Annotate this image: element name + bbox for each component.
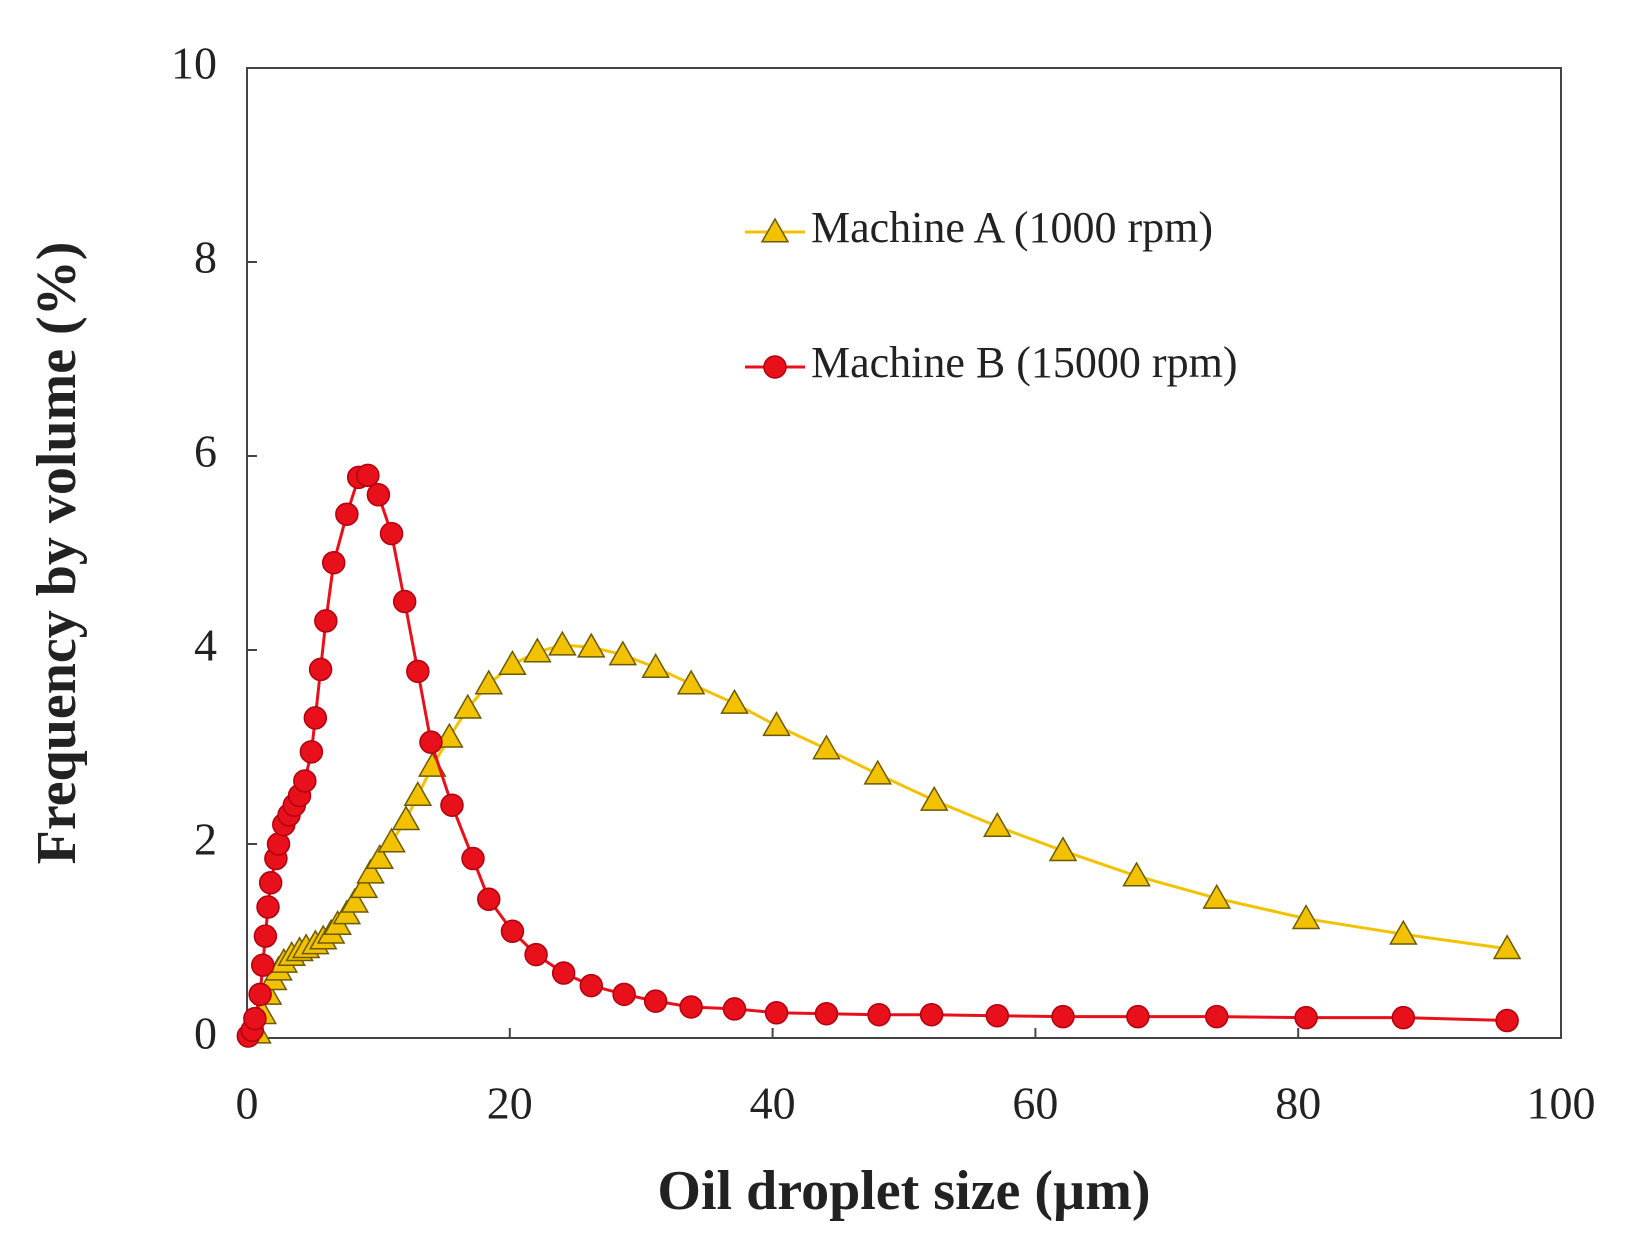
data-point [1294,1005,1318,1030]
data-point [1126,1004,1150,1029]
x-tick-label: 100 [1527,1078,1596,1129]
series [236,463,1519,1048]
data-point [321,550,346,575]
data-point [551,961,576,985]
legend-label: Machine B (15000 rpm) [811,338,1237,387]
data-point [365,844,395,870]
data-point [303,706,328,730]
data-point [720,688,749,714]
data-point [1495,1008,1519,1033]
data-point [453,693,483,719]
series [243,630,1522,1044]
data-point [985,1003,1010,1028]
data-point [379,521,404,546]
data-point [1204,1004,1229,1029]
data-point [1051,1004,1075,1029]
data-point [867,1002,891,1027]
data-point [500,919,525,944]
data-point [523,637,552,663]
data-point [1048,836,1078,862]
data-point [243,1006,267,1031]
x-tick-label: 0 [236,1078,259,1129]
data-point [643,989,668,1013]
y-axis-title: Frequency by volume (%) [26,242,88,865]
x-tick-label: 40 [750,1078,796,1129]
data-point [440,793,464,817]
data-point [349,873,379,899]
x-tick-label: 20 [487,1078,533,1129]
data-point [392,589,417,614]
y-tick-label: 6 [194,426,217,477]
data-point [340,887,370,913]
data-point [435,722,464,748]
y-tick-label: 4 [194,620,217,671]
data-point [722,997,747,1021]
data-point [1492,934,1522,960]
data-point [377,827,406,853]
data-point [579,973,604,998]
series-line [256,643,1508,1034]
y-tick-label: 10 [171,38,217,89]
data-point [299,740,324,764]
data-point [676,669,706,695]
data-point [1122,861,1151,887]
y-tick-label: 0 [194,1008,217,1059]
data-point [461,846,485,871]
data-point [406,659,430,684]
y-tick-label: 2 [194,814,217,865]
data-point [256,895,280,919]
data-point [253,924,278,948]
data-point [1202,883,1232,909]
data-point [356,858,385,884]
data-point [983,812,1012,838]
data-point [814,1002,839,1026]
data-point [498,650,527,676]
x-axis-title: Oil droplet size (µm) [657,1160,1150,1222]
data-point [314,609,338,633]
legend-label: Machine A (1000 rpm) [811,203,1213,252]
data-point [762,711,791,737]
y-tick-label: 8 [194,232,217,283]
data-point [863,759,893,785]
x-tick-label: 60 [1012,1078,1058,1129]
data-point [1391,1005,1416,1030]
data-point [612,982,636,1007]
data-point [548,630,577,656]
data-point [679,995,703,1019]
data-point [366,483,391,507]
data-point [524,942,548,967]
data-point [576,632,606,658]
data-point [335,502,359,526]
data-point [474,669,504,695]
data-point [419,730,443,754]
data-point [391,805,421,831]
data-point [919,785,949,811]
data-point [1291,904,1321,930]
data-point [764,1001,789,1025]
plot-frame [246,67,1562,1039]
data-point [641,652,670,678]
data-point [251,953,275,977]
data-point [919,1002,944,1027]
data-point [403,780,433,806]
data-point [293,769,317,793]
data-point [308,657,333,682]
x-tick-label: 80 [1275,1078,1321,1129]
data-point [248,982,272,1007]
data-point [266,832,291,856]
data-point [477,887,501,912]
data-point [608,640,638,666]
data-point [760,217,790,243]
data-point [1389,919,1418,945]
data-point [258,871,283,895]
data-point [812,734,841,760]
data-point [356,463,380,488]
data-point [763,355,787,379]
